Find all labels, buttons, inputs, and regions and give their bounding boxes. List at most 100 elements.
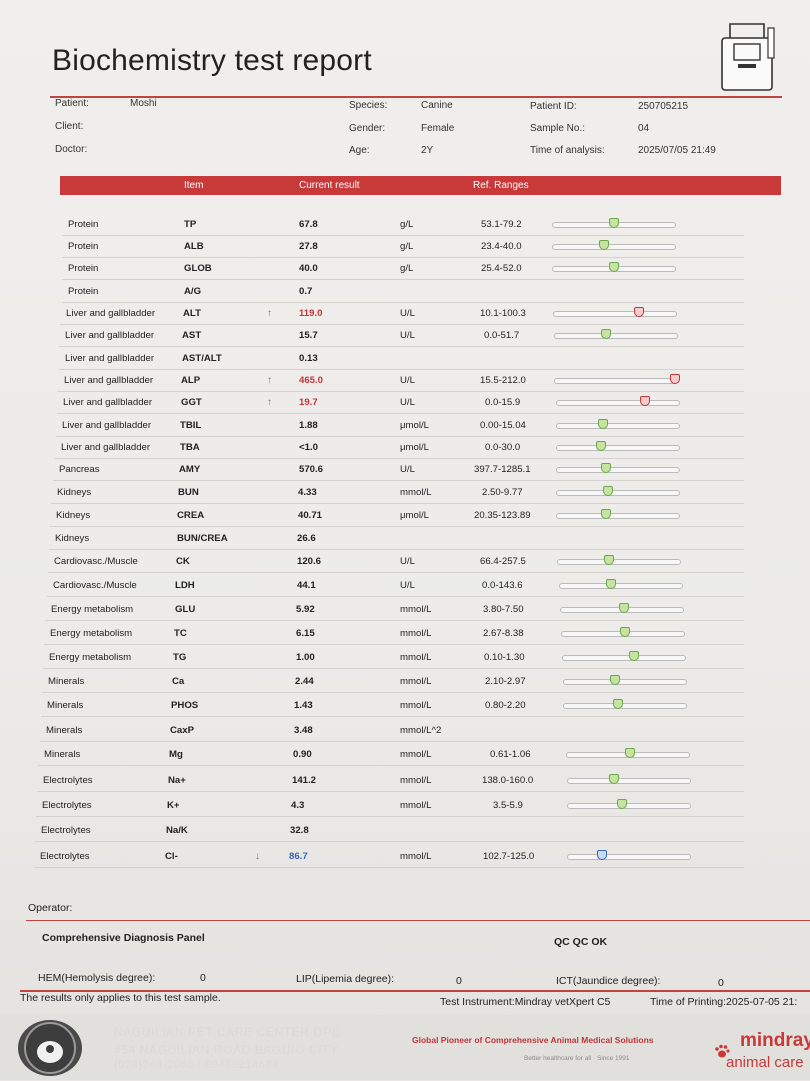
row-unit: U/L bbox=[400, 375, 415, 386]
range-bar bbox=[559, 579, 683, 589]
patient-id-label: Patient ID: bbox=[530, 101, 577, 112]
range-bar bbox=[552, 262, 676, 272]
row-result: 67.8 bbox=[299, 219, 318, 230]
gender-label: Gender: bbox=[349, 123, 386, 134]
row-item: K+ bbox=[167, 800, 180, 811]
row-category: Cardiovasc./Muscle bbox=[53, 580, 137, 591]
row-item: Ca bbox=[172, 676, 185, 687]
row-unit: μmol/L bbox=[400, 420, 429, 431]
row-category: Kidneys bbox=[57, 487, 92, 498]
row-category: Liver and gallbladder bbox=[63, 397, 153, 408]
table-row: Protein A/G 0.7 bbox=[0, 283, 810, 301]
row-unit: U/L bbox=[400, 330, 415, 341]
row-divider bbox=[60, 324, 744, 325]
row-category: Cardiovasc./Muscle bbox=[54, 556, 138, 567]
range-marker bbox=[628, 651, 639, 661]
row-ref-range: 0.80-2.20 bbox=[485, 700, 526, 711]
range-marker bbox=[597, 850, 608, 860]
operator-divider bbox=[26, 920, 810, 921]
row-flag: ↑ bbox=[267, 375, 272, 386]
range-marker bbox=[601, 329, 612, 339]
printing-time: Time of Printing:2025-07-05 21: bbox=[650, 996, 798, 1008]
range-marker bbox=[639, 396, 650, 406]
row-ref-range: 0.00-15.04 bbox=[480, 420, 526, 431]
row-item: TBA bbox=[180, 442, 200, 453]
row-item: Cl- bbox=[165, 851, 178, 862]
row-ref-range: 0.0-143.6 bbox=[482, 580, 523, 591]
row-category: Protein bbox=[68, 219, 99, 230]
row-item: CaxP bbox=[170, 725, 194, 736]
row-divider bbox=[59, 346, 744, 347]
row-unit: mmol/L bbox=[400, 800, 432, 811]
range-marker bbox=[606, 579, 617, 589]
row-ref-range: 3.80-7.50 bbox=[483, 604, 524, 615]
row-divider bbox=[41, 716, 744, 717]
row-result: <1.0 bbox=[299, 442, 318, 453]
table-row: Minerals Mg 0.90 mmol/L 0.61-1.06 bbox=[0, 746, 810, 764]
table-row: Liver and gallbladder GGT ↑ 19.7 U/L 0.0-15.9 bbox=[0, 394, 810, 412]
row-ref-range: 2.67-8.38 bbox=[483, 628, 524, 639]
row-unit: mmol/L bbox=[400, 487, 432, 498]
row-divider bbox=[58, 391, 744, 392]
doctor-label: Doctor: bbox=[55, 144, 88, 155]
row-result: 26.6 bbox=[297, 533, 316, 544]
footer-divider bbox=[20, 990, 810, 992]
range-marker bbox=[598, 419, 609, 429]
table-row: Electrolytes Na/K 32.8 bbox=[0, 822, 810, 840]
range-bar bbox=[556, 509, 680, 519]
patient-id-value: 250705215 bbox=[638, 101, 689, 112]
row-unit: mmol/L bbox=[400, 700, 432, 711]
row-category: Energy metabolism bbox=[49, 652, 132, 663]
table-row: Liver and gallbladder AST/ALT 0.13 bbox=[0, 350, 810, 368]
row-result: 1.00 bbox=[296, 652, 315, 663]
row-result: 15.7 bbox=[299, 330, 318, 341]
analyzer-device-icon bbox=[721, 23, 775, 91]
range-marker bbox=[603, 486, 614, 496]
species-value: Canine bbox=[421, 100, 453, 111]
row-result: 4.33 bbox=[298, 487, 317, 498]
table-row: Electrolytes Cl- ↓ 86.7 mmol/L 102.7-125.0 bbox=[0, 848, 810, 866]
table-row: Kidneys CREA 40.71 μmol/L 20.35-123.89 bbox=[0, 507, 810, 525]
row-unit: mmol/L bbox=[400, 604, 432, 615]
table-row: Protein ALB 27.8 g/L 23.4-40.0 bbox=[0, 238, 810, 256]
test-instrument: Test Instrument:Mindray vetXpert C5 bbox=[440, 996, 611, 1008]
row-divider bbox=[45, 620, 744, 621]
row-unit: g/L bbox=[400, 241, 414, 252]
sample-label: Sample No.: bbox=[530, 123, 586, 134]
range-bar bbox=[563, 699, 687, 709]
range-bar bbox=[556, 396, 680, 406]
row-category: Liver and gallbladder bbox=[65, 353, 155, 364]
patient-label: Patient: bbox=[55, 98, 89, 109]
patient-name: Moshi bbox=[130, 98, 157, 109]
row-item: PHOS bbox=[171, 700, 199, 711]
range-bar bbox=[560, 603, 684, 613]
row-unit: U/L bbox=[400, 556, 415, 567]
row-divider bbox=[34, 867, 744, 868]
row-ref-range: 0.0-15.9 bbox=[485, 397, 521, 408]
row-result: 32.8 bbox=[290, 825, 309, 836]
row-unit: U/L bbox=[400, 464, 415, 475]
range-bar bbox=[563, 675, 687, 685]
row-category: Minerals bbox=[46, 725, 83, 736]
row-category: Liver and gallbladder bbox=[62, 420, 152, 431]
range-bar bbox=[567, 799, 691, 809]
range-marker bbox=[600, 463, 611, 473]
row-divider bbox=[51, 503, 744, 504]
range-marker bbox=[600, 509, 611, 519]
row-ref-range: 397.7-1285.1 bbox=[474, 464, 531, 475]
row-item: GGT bbox=[181, 397, 202, 408]
row-divider bbox=[47, 596, 744, 597]
range-marker bbox=[609, 262, 619, 272]
row-item: CK bbox=[176, 556, 190, 567]
row-unit: μmol/L bbox=[400, 442, 429, 453]
table-row: Kidneys BUN/CREA 26.6 bbox=[0, 530, 810, 548]
gender-value: Female bbox=[421, 123, 455, 134]
row-divider bbox=[35, 841, 744, 842]
qc-status: QC QC OK bbox=[554, 936, 608, 948]
range-marker bbox=[616, 799, 627, 809]
table-row: Liver and gallbladder ALT ↑ 119.0 U/L 10.1-10… bbox=[0, 305, 810, 323]
row-result: 141.2 bbox=[292, 775, 317, 786]
range-bar bbox=[556, 463, 680, 473]
ict-label: ICT(Jaundice degree): bbox=[556, 975, 661, 987]
row-item: GLU bbox=[175, 604, 196, 615]
